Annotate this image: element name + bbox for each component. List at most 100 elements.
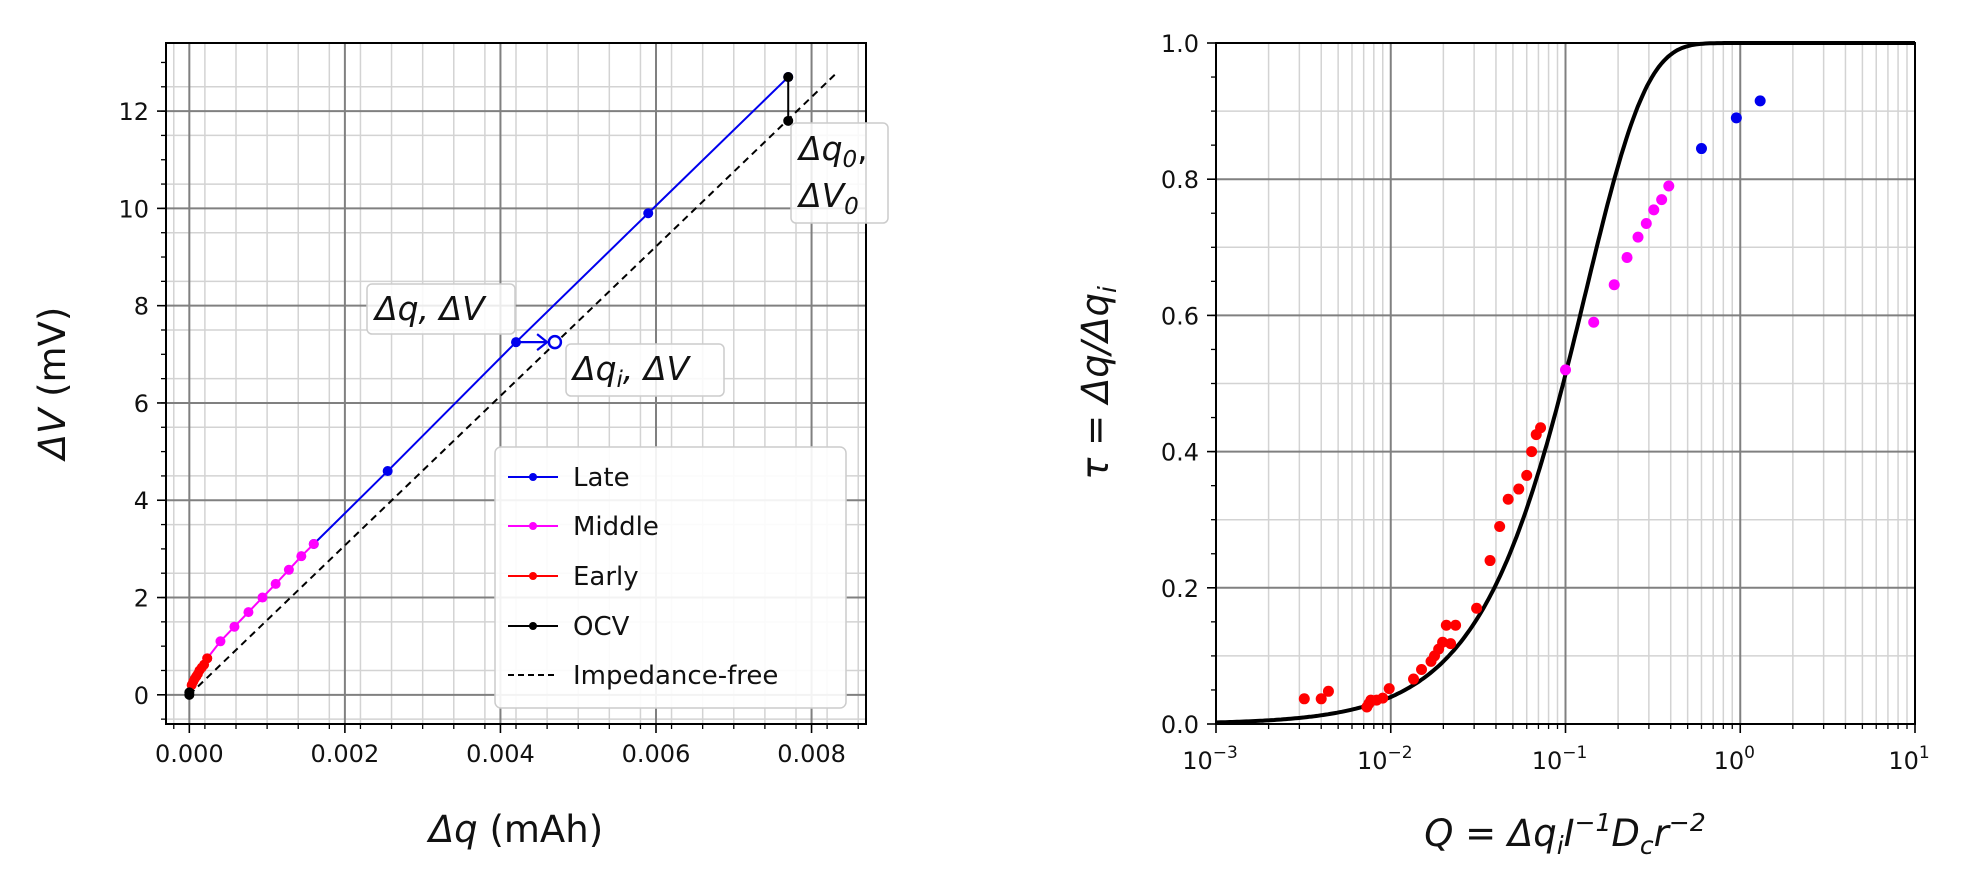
data-point-early — [1322, 685, 1334, 697]
right-ticks: 10−3 10−2 10−1 100 101 0.0 0.2 0.4 0.6 0.8 1.0 — [1161, 30, 1930, 775]
data-point-ocv — [184, 687, 195, 698]
data-point-late — [382, 466, 393, 477]
annotation-dqi-dv: Δqi, ΔV — [565, 343, 725, 397]
svg-text:Δq0,: Δq0, — [796, 129, 868, 173]
y-tick-label: 0.2 — [1161, 575, 1199, 603]
legend-label-middle: Middle — [573, 512, 659, 542]
left-x-axis-label-unit: (mAh) — [478, 808, 603, 851]
annotation-dqi-rest: , ΔV — [623, 349, 692, 388]
left-x-axis-label-math: Δq — [426, 808, 478, 851]
data-point-early — [1494, 521, 1506, 533]
data-point-early — [1513, 483, 1525, 495]
y-tick-label: 2 — [134, 585, 149, 613]
data-point-middle — [215, 636, 226, 647]
data-point-middle — [308, 539, 319, 550]
data-point-early — [1450, 619, 1462, 631]
data-point-ocv — [783, 72, 794, 83]
data-point-late — [643, 208, 654, 219]
data-point-early — [1383, 683, 1395, 695]
x-tick-label: 0.004 — [466, 740, 535, 768]
data-point-early — [1471, 602, 1483, 614]
left-annotation-marks — [516, 333, 563, 352]
legend-label-ocv: OCV — [573, 612, 630, 642]
x-tick-label: 100 — [1714, 743, 1755, 775]
data-point-middle — [1608, 279, 1620, 291]
legend-entry-ocv: OCV — [508, 612, 630, 642]
annotation-dqi-sub: i — [617, 367, 624, 393]
y-tick-label: 10 — [118, 195, 149, 223]
data-point-early — [1416, 664, 1428, 676]
data-point-middle — [1640, 217, 1652, 229]
data-point-early — [1315, 693, 1327, 705]
data-point-middle — [1663, 180, 1675, 192]
right-y-axis-label: τ = Δq/Δqi — [1074, 286, 1122, 480]
data-point-late — [1695, 143, 1707, 155]
left-y-axis-label-unit: (mV) — [31, 307, 74, 409]
x-tick-label: 0.000 — [155, 740, 224, 768]
x-tick-label: 10−3 — [1182, 743, 1238, 775]
data-point-middle — [229, 621, 240, 632]
legend-entry-late: Late — [508, 463, 630, 493]
data-point-middle — [257, 592, 268, 603]
data-point-middle — [1588, 316, 1600, 328]
y-tick-label: 0.4 — [1161, 439, 1199, 467]
left-plot: 0.000 0.002 0.004 0.006 0.008 0 2 4 6 8 10 12 Δq (m… — [31, 42, 889, 851]
left-y-axis-label: ΔV (mV) — [31, 307, 74, 463]
legend-entry-middle: Middle — [508, 512, 659, 542]
y-tick-label: 6 — [134, 390, 149, 418]
annotation-dv0-sub2: 0 — [844, 194, 859, 220]
data-point-middle — [283, 564, 294, 575]
right-minor-grid — [1216, 43, 1915, 724]
legend-label-early: Early — [573, 562, 639, 592]
legend-entry-impedance-free: Impedance-free — [508, 661, 778, 691]
annotation-dq0-tail: , — [857, 129, 868, 168]
svg-text:Δqi, ΔV: Δqi, ΔV — [570, 349, 691, 393]
x-tick-label: 10−1 — [1532, 743, 1588, 775]
annotation-dq0-dv0: Δq0, ΔV0 — [790, 122, 889, 224]
data-point-middle — [1656, 194, 1668, 206]
left-x-axis-label: Δq (mAh) — [426, 808, 603, 851]
series-line-impedance-free — [188, 73, 836, 696]
data-point-early — [1298, 693, 1310, 705]
data-point-middle — [1632, 231, 1644, 243]
legend-box — [494, 446, 847, 709]
y-tick-label: 12 — [118, 98, 149, 126]
y-tick-label: 0.0 — [1161, 711, 1199, 739]
svg-text:ΔV0: ΔV0 — [796, 176, 859, 220]
right-series-layer — [1298, 95, 1766, 713]
annotation-dq-dv: Δq, ΔV — [366, 283, 516, 335]
legend-label-impedance-free: Impedance-free — [573, 661, 778, 691]
annotation-dq0-line1: Δq — [796, 129, 843, 168]
left-ticks: 0.000 0.002 0.004 0.006 0.008 0 2 4 6 8 10 12 — [118, 61, 859, 768]
left-legend: Late Middle Early OCV Impedance-free — [494, 446, 847, 709]
left-y-axis-label-math: ΔV — [31, 406, 74, 462]
data-point-early — [1535, 422, 1547, 434]
x-tick-label: 0.006 — [622, 740, 691, 768]
data-point-early — [1440, 619, 1452, 631]
data-point-early — [1445, 638, 1457, 650]
y-tick-label: 8 — [134, 293, 149, 321]
x-tick-label: 0.002 — [311, 740, 380, 768]
y-tick-label: 0.8 — [1161, 166, 1199, 194]
data-point-early — [1521, 469, 1533, 481]
data-point-early — [1377, 692, 1389, 704]
annotation-dv0-line2: ΔV — [796, 176, 847, 215]
right-plot: 10−3 10−2 10−1 100 101 0.0 0.2 0.4 0.6 0.8 1.0 Q =… — [1074, 30, 1930, 860]
data-point-late — [1754, 95, 1766, 107]
y-tick-label: 0.6 — [1161, 302, 1199, 330]
right-x-axis-label: Q = ΔqiI−1Dcr−2 — [1424, 808, 1706, 860]
svg-text:Δq, ΔV: Δq, ΔV — [372, 289, 487, 328]
data-point-early — [1502, 493, 1514, 505]
data-point-middle — [1621, 252, 1633, 264]
arrow-head — [536, 333, 549, 352]
legend-label-late: Late — [573, 463, 630, 493]
x-tick-label: 10−2 — [1357, 743, 1413, 775]
data-point-middle — [1648, 204, 1660, 216]
data-point-middle — [296, 551, 307, 562]
legend-entry-early: Early — [508, 562, 639, 592]
data-point-early — [202, 653, 213, 664]
open-circle-marker — [547, 334, 563, 350]
y-tick-label: 0 — [134, 682, 149, 710]
data-point-middle — [1560, 364, 1571, 376]
